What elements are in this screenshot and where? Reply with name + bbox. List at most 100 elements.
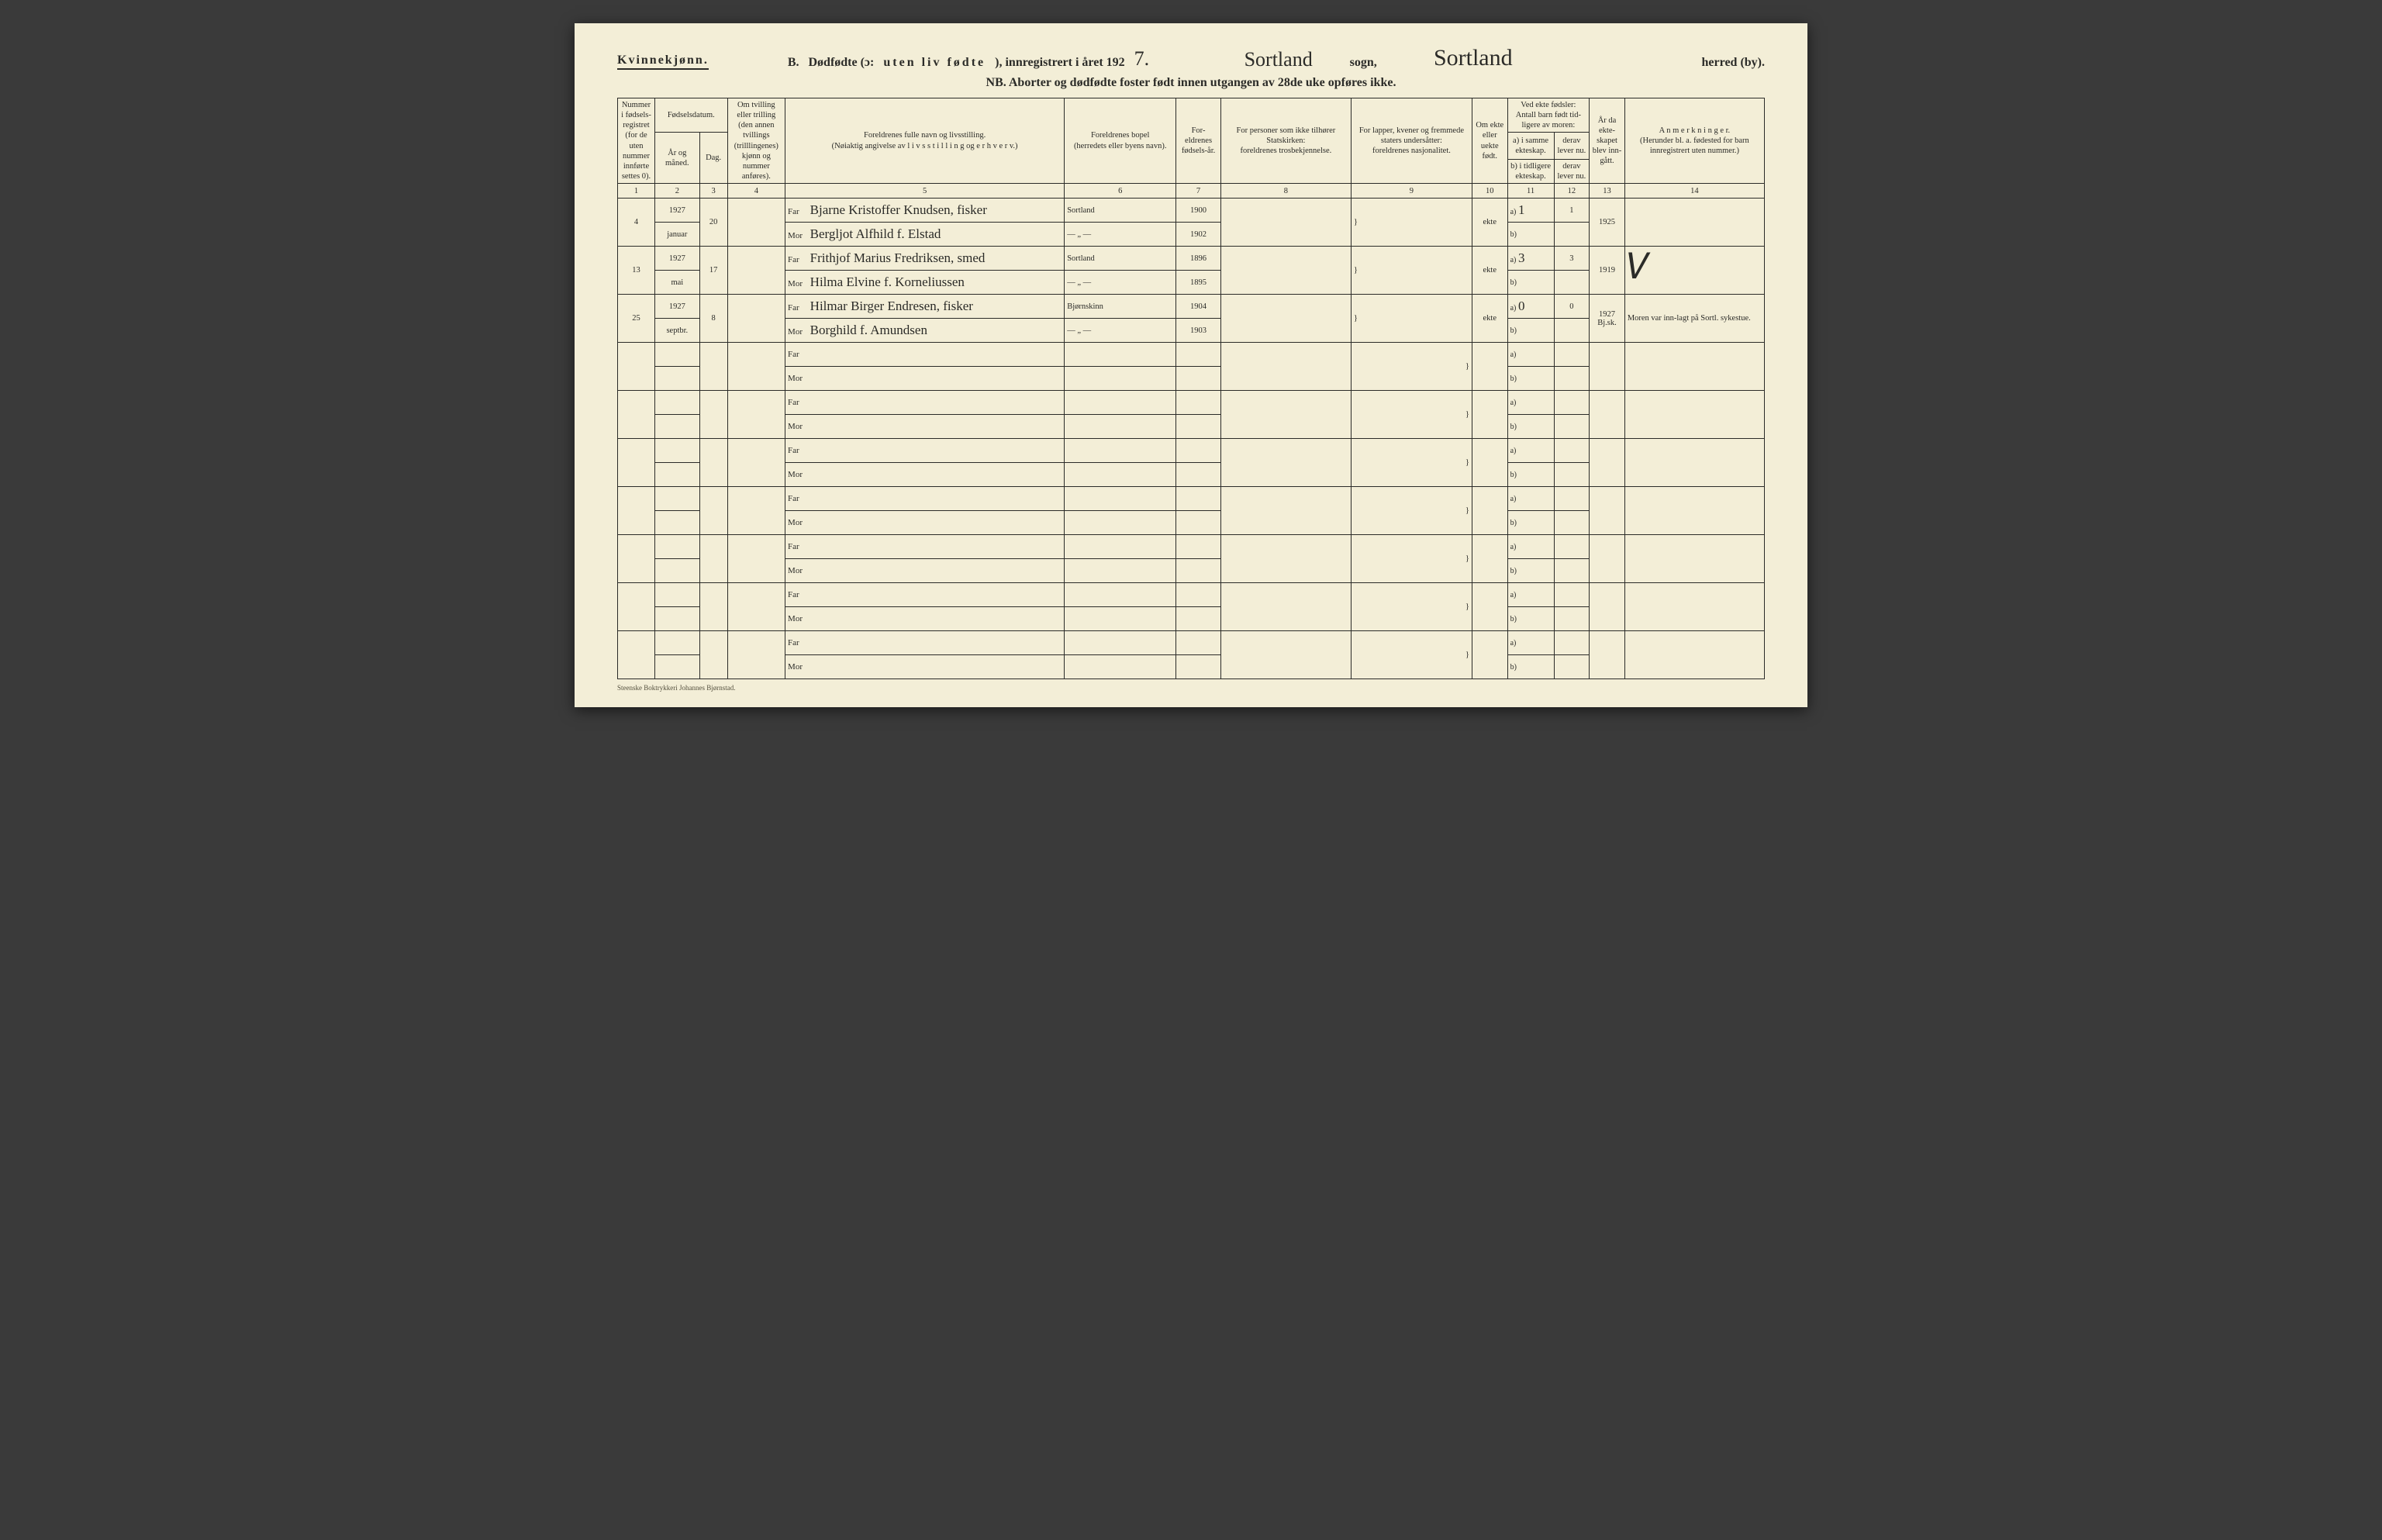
b-lever xyxy=(1554,271,1590,295)
ekte-cell: ekte xyxy=(1472,199,1507,247)
bopel-far: Bjørnskinn xyxy=(1065,295,1176,319)
mor-cell: Mor Borghild f. Amundsen xyxy=(785,319,1065,343)
section-b: B. xyxy=(788,56,799,70)
col-2a: År og måned. xyxy=(655,133,700,184)
nationality-cell: } xyxy=(1351,295,1472,343)
nationality-cell: } xyxy=(1351,247,1472,295)
far-cell: Far xyxy=(785,583,1065,607)
religion-cell xyxy=(1220,247,1351,295)
remarks: 𝑉 xyxy=(1624,247,1764,295)
mor-cell: Mor Hilma Elvine f. Korneliussen xyxy=(785,271,1065,295)
table-row-empty: Far } a) xyxy=(618,439,1765,463)
col-12b: derav lever nu. xyxy=(1554,159,1590,183)
entry-day: 17 xyxy=(699,247,727,295)
sogn-label: sogn, xyxy=(1350,56,1377,70)
remarks: Moren var inn-lagt på Sortl. sykestue. xyxy=(1624,295,1764,343)
far-cell: Far xyxy=(785,535,1065,559)
col-7: For-eldrenes fødsels-år. xyxy=(1176,98,1221,184)
far-label: Far xyxy=(788,303,808,312)
colnum: 3 xyxy=(699,184,727,199)
far-name: Hilmar Birger Endresen, fisker xyxy=(810,299,973,313)
entry-year: 1927 xyxy=(655,199,700,223)
register-page: Kvinnekjønn. B. Dødfødte (ɔ: uten liv fø… xyxy=(575,23,1807,707)
col-5a: Foreldrenes fulle navn og livsstilling. xyxy=(788,130,1062,140)
col-9a: For lapper, kvener og fremmede staters u… xyxy=(1354,126,1469,146)
title-tail: ), innregistrert i året 192 xyxy=(995,56,1125,70)
mor-name: Bergljot Alfhild f. Elstad xyxy=(810,226,941,241)
a-lever: 3 xyxy=(1554,247,1590,271)
colnum: 14 xyxy=(1624,184,1764,199)
religion-cell xyxy=(1220,199,1351,247)
b-same: b) xyxy=(1507,319,1554,343)
ekteskap-year: 1919 xyxy=(1590,247,1625,295)
a-same: a) 0 xyxy=(1507,295,1554,319)
far-cell: Far xyxy=(785,439,1065,463)
title-spaced: uten liv fødte xyxy=(883,56,986,70)
mor-cell: Mor xyxy=(785,607,1065,631)
table-row-empty: Far } a) xyxy=(618,583,1765,607)
birthyear-mor: 1902 xyxy=(1176,223,1221,247)
mor-cell: Mor Bergljot Alfhild f. Elstad xyxy=(785,223,1065,247)
entry-day: 8 xyxy=(699,295,727,343)
colnum: 12 xyxy=(1554,184,1590,199)
colnum: 11 xyxy=(1507,184,1554,199)
colnum: 5 xyxy=(785,184,1065,199)
col-2-top: Fødselsdatum. xyxy=(655,98,728,133)
col-11b: b) i tidligere ekteskap. xyxy=(1507,159,1554,183)
table-row-empty: Far } a) xyxy=(618,343,1765,367)
colnum: 9 xyxy=(1351,184,1472,199)
bopel-far: Sortland xyxy=(1065,247,1176,271)
register-table: Nummer i fødsels-registret (for de uten … xyxy=(617,98,1765,679)
colnum: 7 xyxy=(1176,184,1221,199)
col-8b: foreldrenes trosbekjennelse. xyxy=(1224,146,1348,156)
col-8: For personer som ikke tilhører Statskirk… xyxy=(1220,98,1351,184)
ekte-cell: ekte xyxy=(1472,247,1507,295)
b-lever xyxy=(1554,223,1590,247)
entry-year: 1927 xyxy=(655,247,700,271)
col-11-top: Ved ekte fødsler: Antall barn født tid-l… xyxy=(1507,98,1590,133)
far-cell: Far xyxy=(785,343,1065,367)
far-cell: Far xyxy=(785,487,1065,511)
b-same: b) xyxy=(1507,223,1554,247)
table-row-empty: Far } a) xyxy=(618,535,1765,559)
a-same: a) 3 xyxy=(1507,247,1554,271)
entry-year: 1927 xyxy=(655,295,700,319)
twin-cell xyxy=(727,199,785,247)
table-row: 4 1927 20 Far Bjarne Kristoffer Knudsen,… xyxy=(618,199,1765,223)
herred-value: Sortland xyxy=(1411,47,1535,70)
birthyear-far: 1896 xyxy=(1176,247,1221,271)
religion-cell xyxy=(1220,295,1351,343)
col-6a: Foreldrenes bopel xyxy=(1067,130,1173,140)
sogn-value: Sortland xyxy=(1217,50,1341,70)
entry-month: januar xyxy=(655,223,700,247)
col-11a: a) i samme ekteskap. xyxy=(1507,133,1554,159)
birthyear-mor: 1903 xyxy=(1176,319,1221,343)
col-8a: For personer som ikke tilhører Statskirk… xyxy=(1224,126,1348,146)
bopel-mor: — „ — xyxy=(1065,223,1176,247)
far-cell: Far xyxy=(785,391,1065,415)
header-line: Kvinnekjønn. B. Dødfødte (ɔ: uten liv fø… xyxy=(617,47,1765,70)
col-4: Om tvilling eller trilling (den annen tv… xyxy=(727,98,785,184)
far-cell: Far xyxy=(785,631,1065,655)
table-row-empty: Far } a) xyxy=(618,487,1765,511)
year-handwritten: 7. xyxy=(1134,49,1151,70)
a-lever: 1 xyxy=(1554,199,1590,223)
col-6: Foreldrenes bopel (herredets eller byens… xyxy=(1065,98,1176,184)
col-2b: Dag. xyxy=(699,133,727,184)
colnum: 8 xyxy=(1220,184,1351,199)
col-5: Foreldrenes fulle navn og livsstilling. … xyxy=(785,98,1065,184)
col-9: For lapper, kvener og fremmede staters u… xyxy=(1351,98,1472,184)
mor-cell: Mor xyxy=(785,367,1065,391)
col-5b: (Nøiaktig angivelse av l i v s s t i l l… xyxy=(788,141,1062,151)
gender-heading: Kvinnekjønn. xyxy=(617,54,709,70)
mor-cell: Mor xyxy=(785,655,1065,679)
table-row-empty: Far } a) xyxy=(618,391,1765,415)
table-head: Nummer i fødsels-registret (for de uten … xyxy=(618,98,1765,199)
printer-footer: Steenske Boktrykkeri Johannes Bjørnstad. xyxy=(617,684,1765,692)
col-14: A n m e r k n i n g e r. (Herunder bl. a… xyxy=(1624,98,1764,184)
bopel-far: Sortland xyxy=(1065,199,1176,223)
mor-label: Mor xyxy=(788,279,808,288)
far-name: Bjarne Kristoffer Knudsen, fisker xyxy=(810,202,987,217)
colnum: 4 xyxy=(727,184,785,199)
entry-day: 20 xyxy=(699,199,727,247)
